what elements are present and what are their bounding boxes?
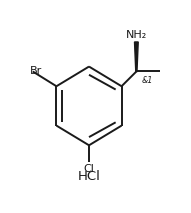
Text: HCl: HCl	[78, 170, 100, 183]
Text: NH₂: NH₂	[126, 30, 147, 39]
Text: Cl: Cl	[84, 164, 94, 174]
Polygon shape	[134, 42, 138, 72]
Text: Br: Br	[30, 66, 42, 76]
Text: &1: &1	[142, 76, 153, 85]
